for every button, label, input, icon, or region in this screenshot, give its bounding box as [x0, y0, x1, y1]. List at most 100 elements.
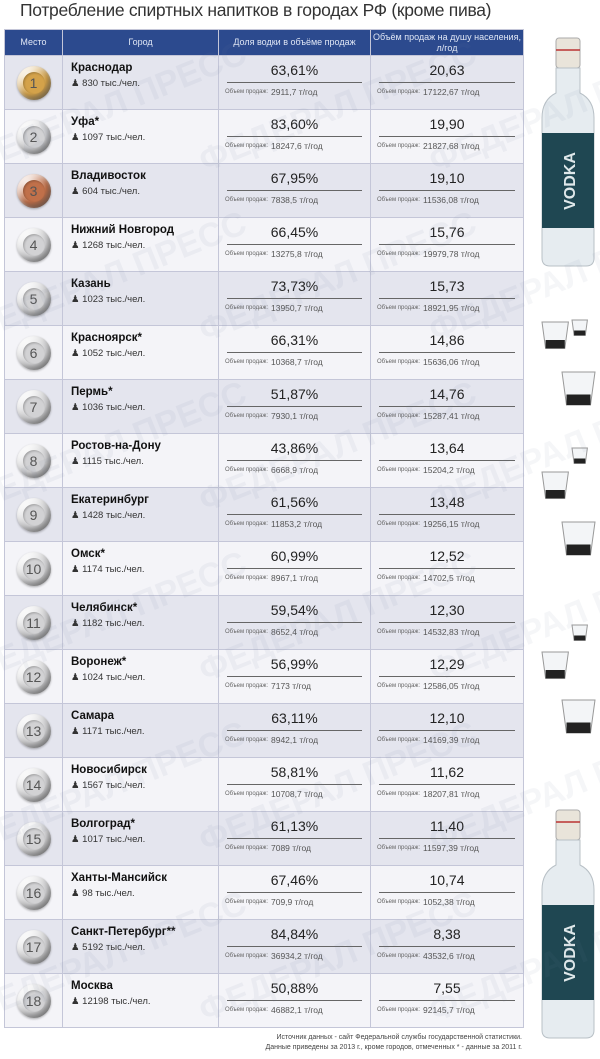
source-line-2: Данные приведены за 2013 г., кроме город… [265, 1044, 522, 1051]
population-value: 1023 тыс./чел. [82, 294, 146, 305]
table-row: 1 Краснодар ♟ 830 тыс./чел. 63,61% Объем… [4, 55, 524, 110]
vodka-share: 61,13% [270, 818, 319, 834]
total-sales: 18921,95 т/год [423, 303, 480, 313]
vodka-share: 66,31% [270, 332, 319, 348]
volume-cell: 12,30 Объем продаж: 14532,83 т/год [370, 595, 524, 650]
shot-glass-base [566, 544, 591, 555]
population-value: 1174 тыс./чел. [82, 564, 145, 575]
vodka-share: 63,61% [270, 62, 319, 78]
population: ♟ 1182 тыс./чел. [71, 618, 218, 629]
place-cell: 14 [4, 757, 63, 812]
table-row: 16 Ханты-Мансийск ♟ 98 тыс./чел. 67,46% … [4, 865, 524, 920]
shot-glass-base [566, 722, 591, 733]
volume-cell: 14,86 Объем продаж: 15636,06 т/год [370, 325, 524, 380]
bottle-label-text: VODKA [562, 152, 579, 210]
volume-cell: 8,38 Объем продаж: 43532,6 т/год [370, 919, 524, 974]
divider [227, 838, 362, 839]
city-name: Красноярск* [71, 332, 143, 344]
divider [227, 514, 362, 515]
medal-silver: 5 [16, 282, 51, 316]
volume-per-capita: 12,29 [429, 656, 465, 672]
bottle-label [542, 905, 594, 1000]
total-sales: 17122,67 т/год [423, 87, 480, 97]
place-cell: 3 [4, 163, 63, 218]
divider [379, 190, 515, 191]
city-cell: Новосибирск ♟ 1567 тыс./чел. [62, 757, 219, 812]
sales-label: Объем продаж: [377, 898, 421, 905]
city-name: Владивосток [71, 170, 146, 182]
place-number: 13 [22, 720, 45, 742]
vodka-sales: 10368,7 т/год [271, 357, 323, 367]
place-cell: 7 [4, 379, 63, 434]
city-cell: Уфа* ♟ 1097 тыс./чел. [62, 109, 219, 164]
volume-cell: 12,10 Объем продаж: 14169,39 т/год [370, 703, 524, 758]
bottle-cap [555, 37, 581, 69]
total-sales: 14169,39 т/год [423, 735, 480, 745]
vodka-share: 61,56% [270, 494, 319, 510]
sales-label: Объем продаж: [225, 142, 269, 149]
divider [227, 460, 362, 461]
medal-silver: 2 [16, 120, 51, 154]
place-number: 2 [22, 126, 45, 148]
table-row: 7 Пермь* ♟ 1036 тыс./чел. 51,87% Объем п… [4, 379, 524, 434]
place-number: 7 [22, 396, 45, 418]
medal-silver: 7 [16, 390, 51, 424]
sales-label: Объем продаж: [225, 196, 269, 203]
population: ♟ 98 тыс./чел. [71, 888, 218, 899]
header-place: Место [4, 29, 63, 56]
shot-glass-base [545, 490, 565, 499]
medal-silver: 15 [16, 822, 51, 856]
medal-silver: 8 [16, 444, 51, 478]
population: ♟ 1567 тыс./чел. [71, 780, 218, 791]
divider [379, 82, 515, 83]
person-icon: ♟ [71, 996, 80, 1007]
place-cell: 2 [4, 109, 63, 164]
person-icon: ♟ [71, 132, 80, 143]
volume-per-capita: 15,76 [429, 224, 465, 240]
population: ♟ 1174 тыс./чел. [71, 564, 218, 575]
bottle-label [542, 133, 594, 228]
volume-per-capita: 12,52 [429, 548, 465, 564]
total-sales: 12586,05 т/год [423, 681, 480, 691]
volume-per-capita: 12,10 [429, 710, 465, 726]
vodka-share: 83,60% [270, 116, 319, 132]
volume-per-capita: 13,64 [429, 440, 465, 456]
city-name: Волгоград* [71, 818, 135, 830]
shot-glass-base [566, 394, 591, 405]
place-number: 8 [22, 450, 45, 472]
medal-silver: 11 [16, 606, 51, 640]
bottle-cap [555, 809, 581, 841]
vodka-share: 63,11% [271, 710, 318, 726]
shot-glass-base [574, 330, 586, 336]
sales-label: Объем продаж: [377, 1006, 421, 1013]
volume-cell: 10,74 Объем продаж: 1052,38 т/год [370, 865, 524, 920]
person-icon: ♟ [71, 510, 80, 521]
bottle-label-text: VODKA [562, 924, 579, 982]
city-name: Пермь* [71, 386, 113, 398]
place-number: 6 [22, 342, 45, 364]
medal-silver: 12 [16, 660, 51, 694]
place-cell: 15 [4, 811, 63, 866]
sales-label: Объем продаж: [377, 736, 421, 743]
total-sales: 18207,81 т/год [423, 789, 480, 799]
city-cell: Красноярск* ♟ 1052 тыс./чел. [62, 325, 219, 380]
table-row: 11 Челябинск* ♟ 1182 тыс./чел. 59,54% Об… [4, 595, 524, 650]
place-cell: 18 [4, 973, 63, 1028]
share-cell: 83,60% Объем продаж: 18247,6 т/год [218, 109, 371, 164]
divider [227, 892, 362, 893]
divider [227, 244, 362, 245]
population: ♟ 1036 тыс./чел. [71, 402, 218, 413]
total-sales: 1052,38 т/год [423, 897, 475, 907]
vodka-sales: 18247,6 т/год [271, 141, 323, 151]
sales-label: Объем продаж: [225, 844, 269, 851]
table-row: 9 Екатеринбург ♟ 1428 тыс./чел. 61,56% О… [4, 487, 524, 542]
city-cell: Екатеринбург ♟ 1428 тыс./чел. [62, 487, 219, 542]
city-cell: Ханты-Мансийск ♟ 98 тыс./чел. [62, 865, 219, 920]
medal-silver: 10 [16, 552, 51, 586]
header-share: Доля водки в объёме продаж [218, 29, 371, 56]
table-row: 4 Нижний Новгород ♟ 1268 тыс./чел. 66,45… [4, 217, 524, 272]
sales-label: Объем продаж: [225, 628, 269, 635]
city-name: Самара [71, 710, 115, 722]
sales-label: Объем продаж: [225, 790, 269, 797]
share-cell: 66,31% Объем продаж: 10368,7 т/год [218, 325, 371, 380]
